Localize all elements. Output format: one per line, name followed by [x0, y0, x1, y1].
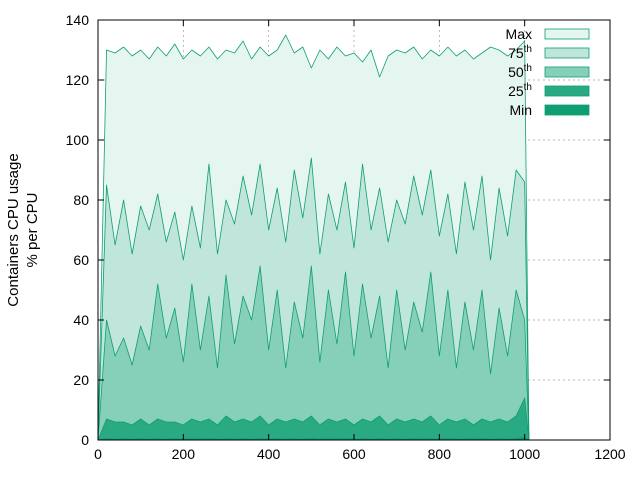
y-tick-label: 140 [66, 12, 90, 28]
y-tick-label: 20 [73, 372, 89, 388]
legend-swatch-max [544, 28, 590, 40]
legend-swatch-50 [544, 66, 590, 78]
y-tick-label: 100 [66, 132, 90, 148]
series-area-25 [97, 397, 530, 441]
x-tick-label: 400 [257, 446, 281, 462]
y-tick-label: 120 [66, 72, 90, 88]
legend: Max 75th 50th 25th Min [506, 26, 590, 118]
legend-label-max: Max [506, 26, 532, 42]
x-tick-label: 600 [342, 446, 366, 462]
y-tick-label: 40 [73, 312, 89, 328]
y-axis-title-line2: % per CPU [24, 192, 41, 267]
y-tick-label: 60 [73, 252, 89, 268]
x-tick-label: 0 [94, 446, 102, 462]
y-axis-title-line1: Containers CPU usage [5, 153, 22, 306]
x-tick-label: 1200 [594, 446, 625, 462]
series-area-min [97, 436, 530, 441]
legend-label-50: 50th [508, 63, 532, 80]
series-area-50 [97, 265, 530, 441]
y-tick-label: 0 [81, 432, 89, 448]
y-axis-title: Containers CPU usage % per CPU [5, 153, 41, 306]
x-tick-label: 1000 [509, 446, 540, 462]
legend-swatch-75 [544, 47, 590, 59]
y-tick-label: 80 [73, 192, 89, 208]
series-areas [97, 34, 530, 441]
legend-label-75: 75th [508, 44, 532, 61]
x-tick-label: 800 [428, 446, 452, 462]
x-tick-label: 200 [172, 446, 196, 462]
axis-ticks: 0 200 400 600 800 1000 1200 0 20 40 60 80 100 120 140 [66, 12, 626, 462]
legend-label-min: Min [509, 102, 532, 118]
legend-label-25: 25th [508, 82, 532, 99]
legend-swatch-min [544, 104, 590, 116]
legend-swatch-25 [544, 85, 590, 97]
